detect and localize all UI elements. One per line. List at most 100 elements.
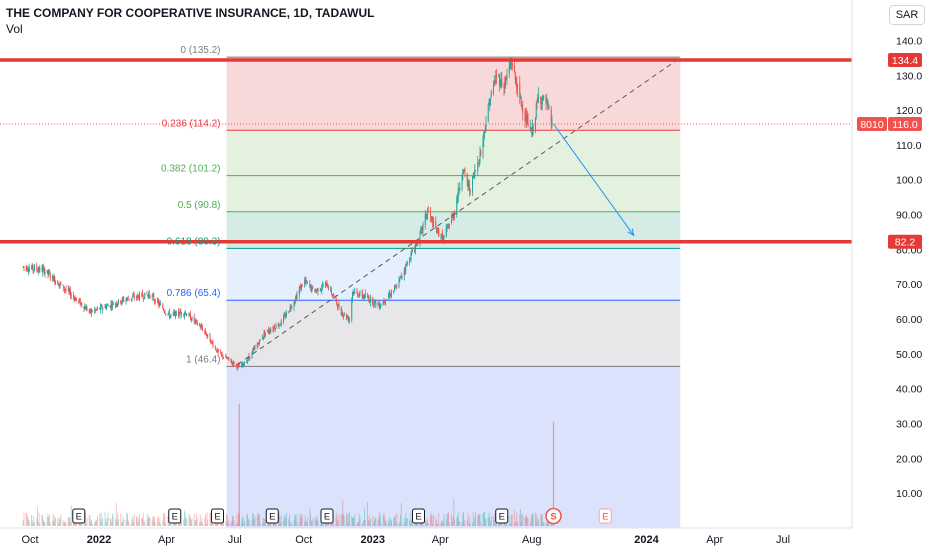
- candle-body: [530, 128, 532, 130]
- volume-bar: [394, 515, 396, 526]
- candle-body: [506, 75, 508, 78]
- volume-bar: [472, 512, 474, 526]
- candle-body: [532, 125, 534, 130]
- volume-bar: [472, 523, 473, 526]
- candle-body: [89, 309, 91, 311]
- volume-bar: [63, 522, 65, 526]
- time-tick-label: Oct: [21, 534, 38, 546]
- candle-body: [217, 349, 218, 353]
- earnings-event-label: E: [172, 512, 178, 523]
- candle-body: [353, 292, 355, 294]
- volume-bar: [517, 521, 518, 526]
- chart-title: THE COMPANY FOR COOPERATIVE INSURANCE, 1…: [6, 6, 375, 20]
- volume-bar: [385, 520, 387, 526]
- volume-bar: [463, 512, 464, 526]
- candle-body: [545, 97, 547, 104]
- volume-bar: [495, 523, 497, 526]
- volume-bar: [369, 520, 371, 526]
- candle-body: [367, 296, 369, 299]
- volume-bar: [535, 517, 537, 526]
- volume-bar: [248, 519, 250, 526]
- volume-bar: [33, 516, 35, 526]
- candle-body: [164, 312, 166, 313]
- volume-bar: [295, 515, 296, 526]
- volume-bar: [112, 516, 114, 526]
- price-line-tag-label: 82.2: [895, 237, 916, 249]
- candle-body: [459, 187, 461, 191]
- fib-zone: [226, 57, 681, 131]
- volume-bar: [485, 518, 487, 526]
- candle-body: [525, 114, 527, 122]
- candle-body: [352, 292, 353, 300]
- candle-body: [133, 296, 135, 298]
- candle-body: [238, 365, 240, 368]
- volume-bar: [116, 520, 118, 526]
- candle-body: [111, 304, 113, 308]
- volume-bar: [244, 520, 245, 526]
- volume-bar: [90, 520, 92, 526]
- volume-bar: [130, 523, 132, 526]
- volume-bar: [26, 514, 28, 526]
- candle-body: [479, 152, 481, 163]
- candle-body: [202, 327, 203, 331]
- candle-body: [285, 315, 287, 317]
- volume-bar: [325, 521, 326, 526]
- candle-body: [296, 294, 298, 299]
- candle-body: [294, 301, 296, 303]
- candle-body: [320, 289, 322, 292]
- volume-bar: [200, 521, 202, 526]
- candle-body: [247, 359, 248, 362]
- candle-body: [463, 169, 465, 171]
- candle-body: [319, 289, 321, 291]
- volume-bar: [442, 522, 443, 526]
- candle-body: [335, 296, 337, 300]
- volume-bar: [249, 523, 251, 526]
- volume-bar: [490, 516, 492, 526]
- volume-bar: [457, 512, 459, 526]
- price-line-tag: [888, 52, 922, 67]
- volume-bar: [105, 519, 107, 526]
- candle-body: [346, 317, 348, 318]
- volume-bar: [199, 522, 200, 526]
- candle-body: [403, 270, 405, 276]
- candle-body: [306, 281, 308, 283]
- volume-bar: [132, 516, 134, 526]
- volume-bar: [435, 516, 437, 526]
- candle-body: [59, 282, 61, 285]
- candle-body: [415, 243, 417, 245]
- candle-body: [265, 332, 266, 334]
- volume-bar: [304, 515, 306, 526]
- candle-body: [173, 312, 175, 314]
- earnings-event-icon: [72, 508, 86, 524]
- candle-body: [258, 343, 260, 345]
- volume-bar: [388, 517, 390, 526]
- volume-bar: [541, 513, 543, 526]
- time-tick-label: Apr: [432, 534, 449, 546]
- candle-body: [321, 288, 323, 291]
- volume-bar: [367, 502, 368, 526]
- volume-bar: [199, 514, 201, 526]
- volume-bar: [231, 520, 233, 526]
- candle-body: [228, 356, 230, 360]
- volume-bar: [372, 515, 374, 526]
- earnings-event-icon: [211, 508, 224, 524]
- volume-bar: [183, 519, 185, 526]
- candle-body: [325, 282, 327, 283]
- candle-body: [291, 307, 293, 309]
- candle-body: [477, 162, 479, 172]
- candle-body: [369, 301, 371, 303]
- candle-body: [162, 304, 164, 309]
- currency-button[interactable]: SAR: [889, 5, 925, 25]
- volume-bar: [478, 514, 479, 526]
- volume-bar: [44, 522, 46, 526]
- candle-body: [149, 295, 151, 298]
- candle-body: [252, 350, 254, 353]
- candle-body: [241, 364, 243, 366]
- candle-body: [136, 297, 137, 298]
- volume-bar: [384, 517, 386, 526]
- candle-body: [174, 312, 176, 314]
- candle-body: [341, 312, 343, 315]
- candle-body: [28, 268, 30, 272]
